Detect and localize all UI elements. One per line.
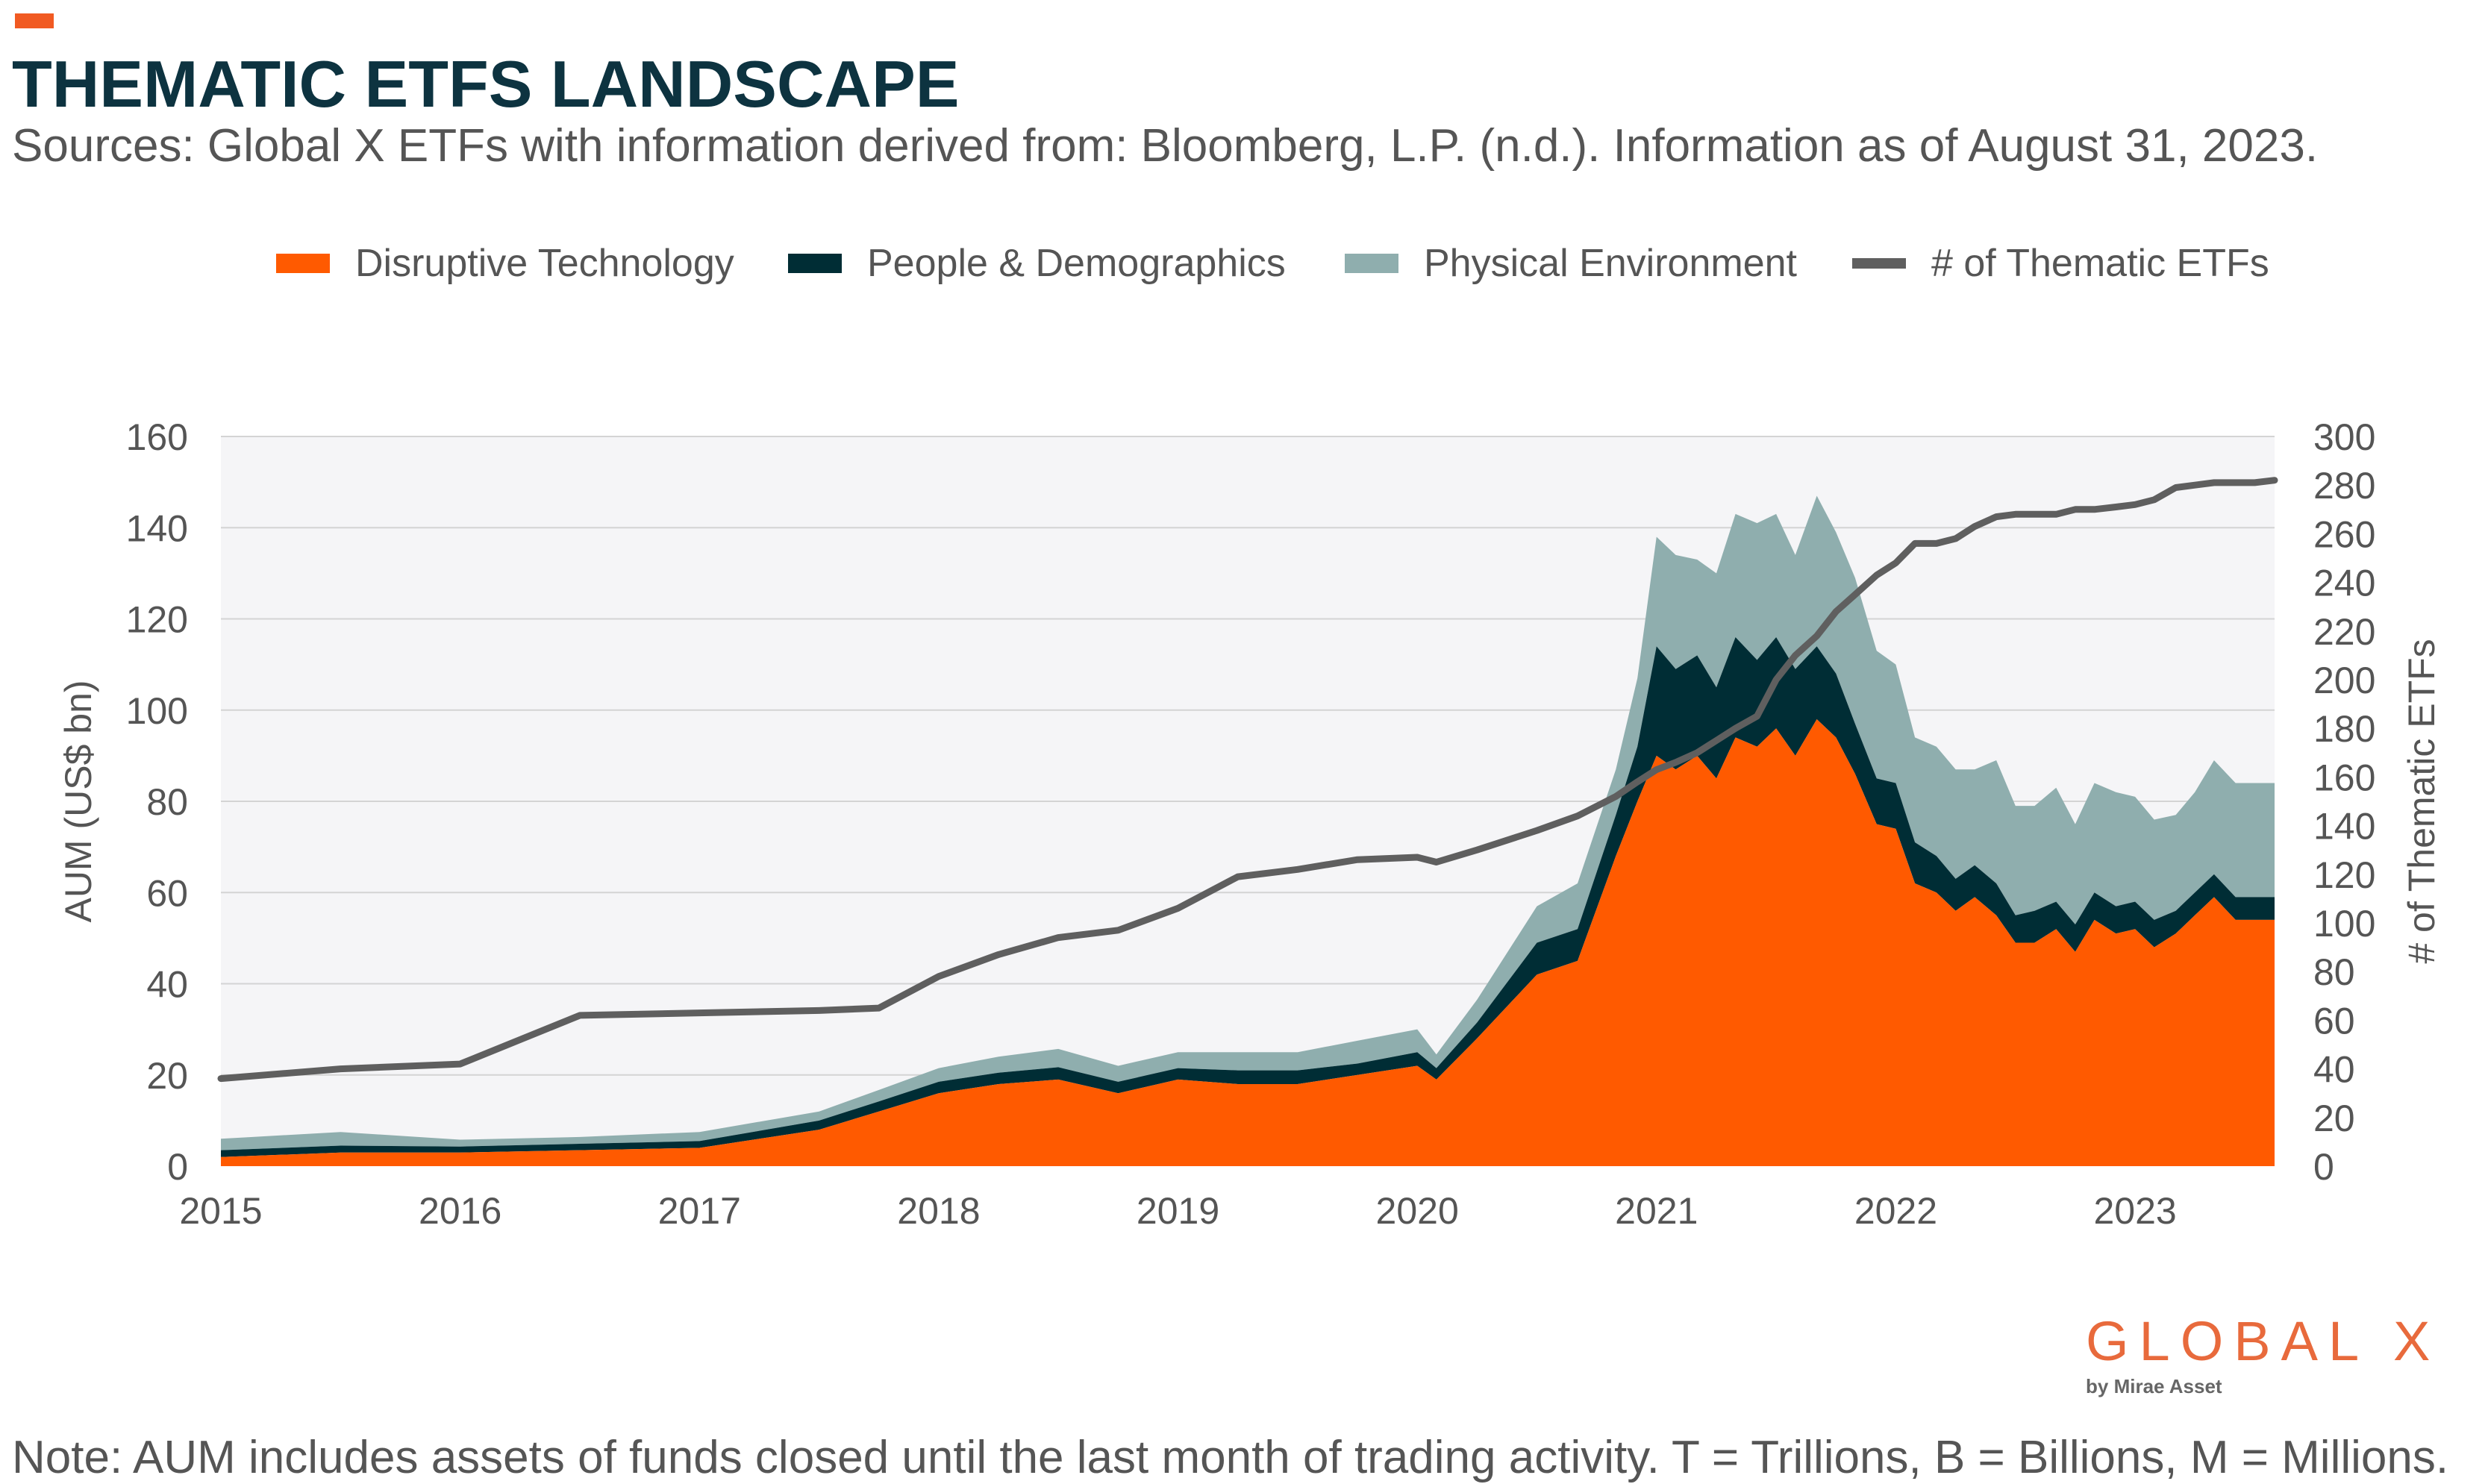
page-subtitle: Sources: Global X ETFs with information … [12, 120, 2319, 172]
y-axis-label-right: # of Thematic ETFs [2401, 639, 2442, 963]
x-tick: 2018 [897, 1190, 980, 1232]
y-tick-right: 0 [2313, 1146, 2334, 1188]
y-tick-right: 240 [2313, 563, 2375, 604]
area-disruptive-technology [221, 719, 2275, 1166]
x-tick: 2019 [1137, 1190, 1219, 1232]
legend-item-physical: Physical Environment [1345, 237, 1797, 289]
legend-label-people: People & Demographics [867, 242, 1286, 285]
y-tick-left: 80 [146, 781, 188, 823]
y-tick-right: 40 [2313, 1049, 2355, 1091]
y-tick-right: 260 [2313, 513, 2375, 555]
logo-tagline: by Mirae Asset [2086, 1375, 2222, 1397]
legend-label-physical: Physical Environment [1424, 242, 1797, 285]
y-tick-right: 120 [2313, 854, 2375, 896]
y-tick-right: 200 [2313, 660, 2375, 701]
y-tick-left: 160 [126, 416, 188, 458]
x-tick: 2016 [419, 1190, 501, 1232]
x-tick: 2017 [658, 1190, 741, 1232]
y-tick-left: 60 [146, 872, 188, 914]
y-tick-right: 140 [2313, 806, 2375, 848]
legend-swatch-physical [1345, 254, 1398, 273]
y-tick-left: 0 [167, 1146, 188, 1188]
page-title: THEMATIC ETFS LANDSCAPE [12, 47, 960, 121]
y-tick-right: 100 [2313, 903, 2375, 945]
y-tick-left: 100 [126, 690, 188, 732]
accent-bar [15, 13, 54, 28]
y-axis-label-left: AUM (US$ bn) [57, 680, 99, 922]
legend-swatch-people [788, 254, 842, 273]
y-tick-right: 180 [2313, 708, 2375, 750]
y-tick-left: 40 [146, 964, 188, 1006]
x-tick: 2021 [1615, 1190, 1698, 1232]
y-tick-right: 280 [2313, 465, 2375, 507]
y-tick-right: 20 [2313, 1098, 2355, 1139]
y-tick-right: 60 [2313, 1000, 2355, 1042]
y-tick-left: 20 [146, 1055, 188, 1097]
global-x-logo: GLOBAL X by Mirae Asset [2086, 1309, 2441, 1397]
thematic-etfs-chart: 0 20 40 60 80 100 120 140 160 0 20 40 60 80 100 120 140 1… [57, 416, 2442, 1232]
y-tick-right: 160 [2313, 757, 2375, 798]
legend-item-count: # of Thematic ETFs [1852, 237, 2269, 289]
legend-item-people: People & Demographics [788, 237, 1286, 289]
footnote: Note: AUM includes assets of funds close… [12, 1432, 2449, 1483]
y-tick-right: 80 [2313, 951, 2355, 993]
y-tick-right: 300 [2313, 416, 2375, 458]
legend-label-disruptive: Disruptive Technology [355, 242, 734, 285]
legend-swatch-disruptive [276, 254, 330, 273]
x-tick: 2020 [1376, 1190, 1459, 1232]
x-tick: 2022 [1854, 1190, 1937, 1232]
line-thematic-etf-count [217, 477, 2278, 1083]
legend-item-disruptive: Disruptive Technology [276, 237, 734, 289]
y-tick-left: 140 [126, 507, 188, 549]
logo-wordmark: GLOBAL X [2086, 1310, 2441, 1372]
x-tick: 2015 [179, 1190, 262, 1232]
y-tick-left: 120 [126, 599, 188, 641]
legend-label-count: # of Thematic ETFs [1931, 242, 2269, 285]
x-tick: 2023 [2093, 1190, 2176, 1232]
legend-swatch-count [1852, 258, 1906, 269]
y-tick-right: 220 [2313, 611, 2375, 653]
